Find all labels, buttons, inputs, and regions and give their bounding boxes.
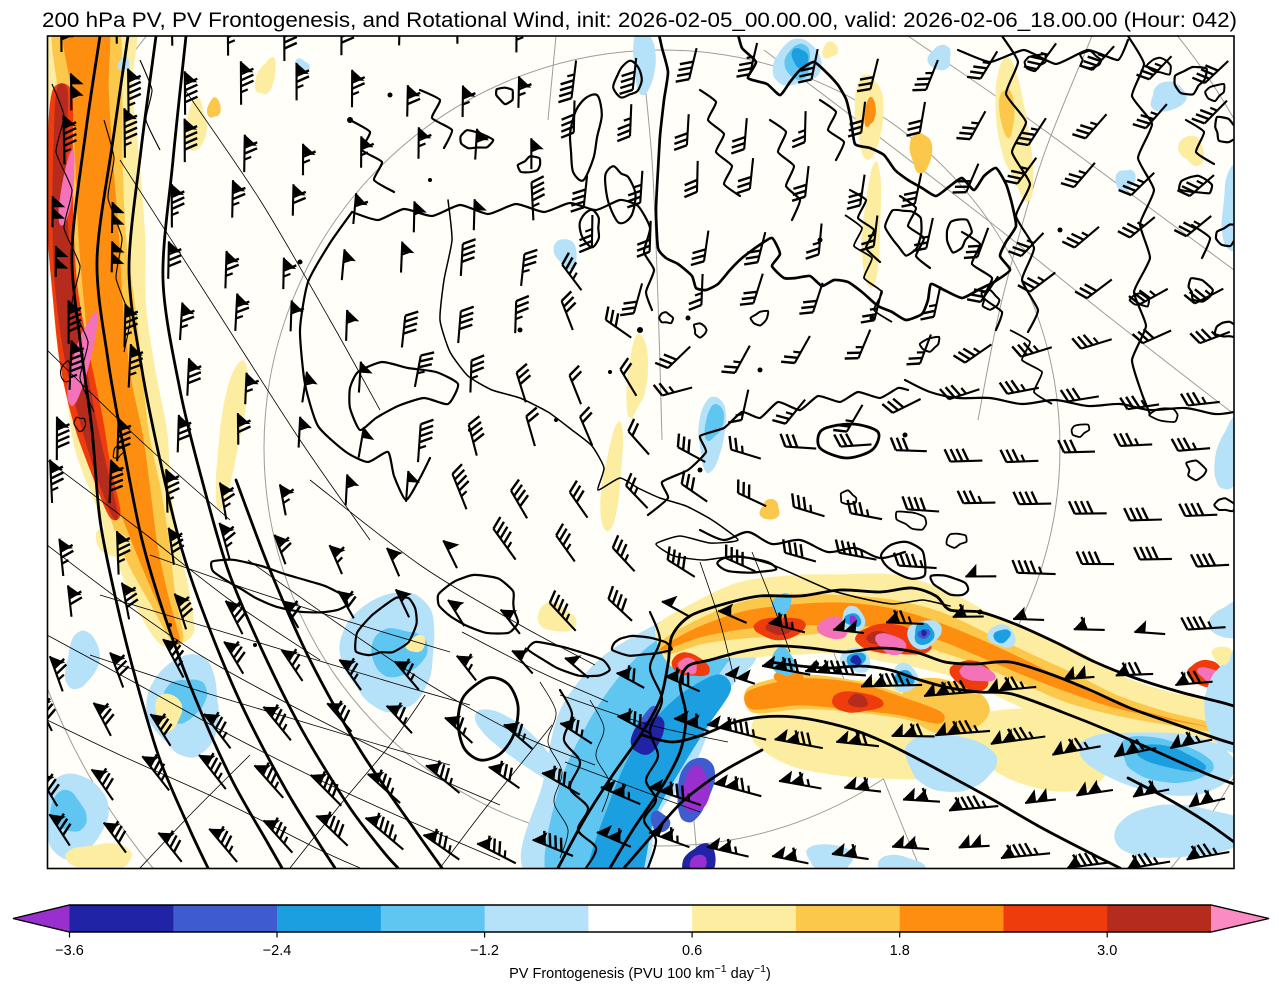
svg-text:−2.4: −2.4 (263, 943, 292, 959)
svg-text:200 hPa PV, PV Frontogenesis,: 200 hPa PV, PV Frontogenesis, and Rotati… (42, 8, 1237, 32)
svg-text:3.0: 3.0 (1097, 943, 1117, 959)
svg-text:−3.6: −3.6 (55, 943, 84, 959)
svg-text:1.8: 1.8 (890, 943, 910, 959)
svg-text:0.6: 0.6 (682, 943, 702, 959)
svg-text:−1.2: −1.2 (470, 943, 499, 959)
svg-text:PV Frontogenesis (PVU 100 km−1: PV Frontogenesis (PVU 100 km−1 day−1) (509, 963, 771, 982)
